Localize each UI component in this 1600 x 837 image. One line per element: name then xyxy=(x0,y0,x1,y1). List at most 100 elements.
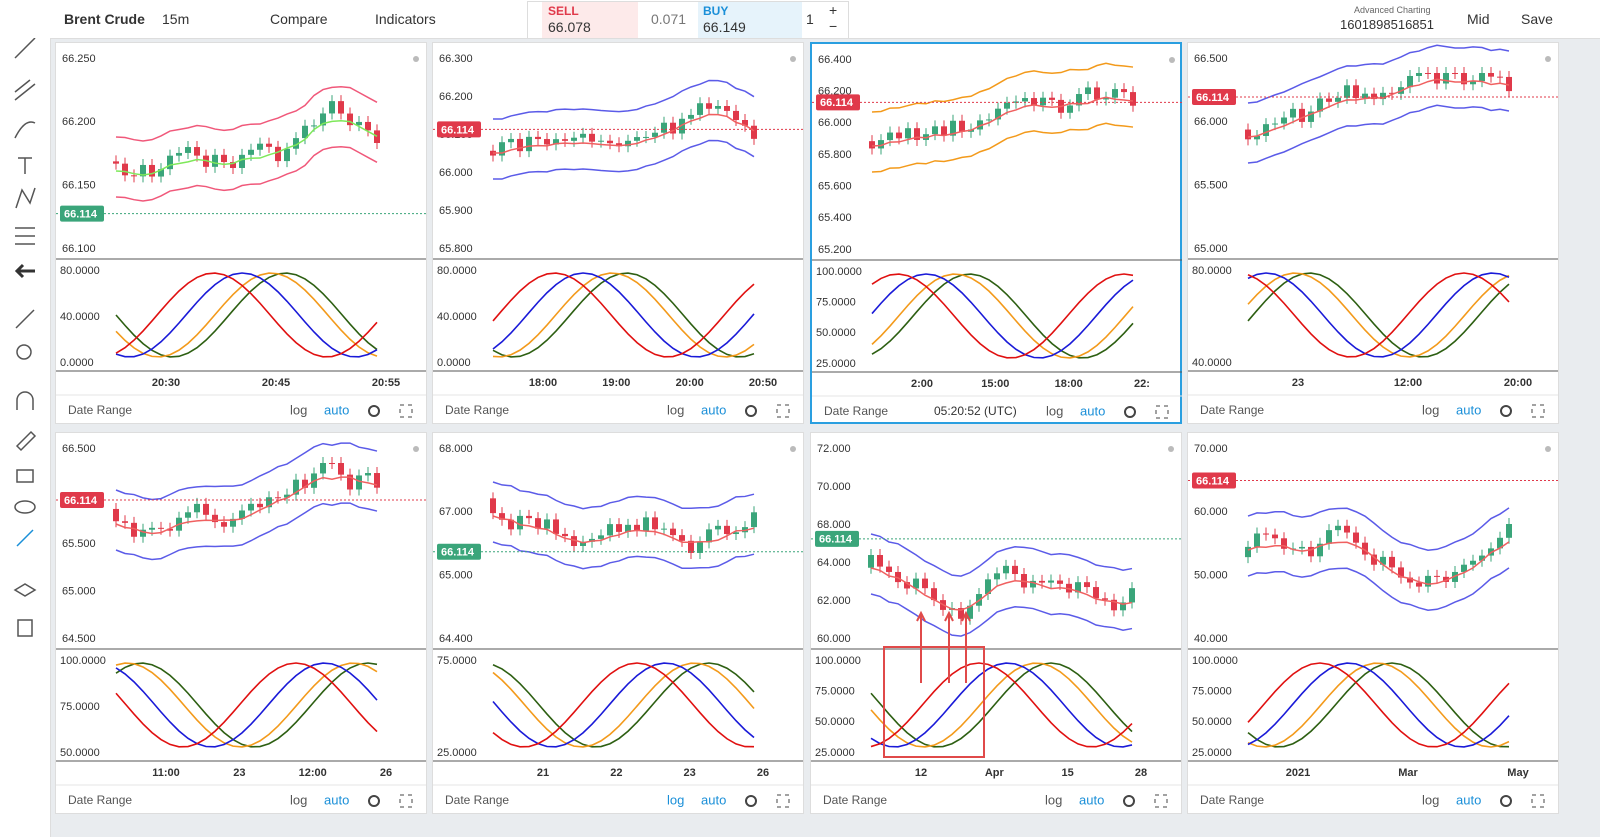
settings-icon[interactable] xyxy=(1123,795,1135,807)
chart-panel[interactable]: 66.500 66.000 65.500 65.000 66.114 80.0000 40.… xyxy=(1187,42,1559,424)
account-id[interactable]: 1601898516851 xyxy=(1340,17,1434,32)
line-tool[interactable] xyxy=(14,37,36,59)
fullscreen-icon[interactable] xyxy=(399,794,413,808)
pattern-tool[interactable] xyxy=(15,187,36,209)
save[interactable]: Save xyxy=(1521,11,1553,27)
settings-icon[interactable] xyxy=(1124,406,1136,418)
interval[interactable]: 15m xyxy=(162,11,190,27)
auto-toggle[interactable]: auto xyxy=(1456,402,1481,417)
candle xyxy=(212,154,218,167)
date-range[interactable]: Date Range xyxy=(1200,403,1264,417)
text-tool[interactable] xyxy=(18,157,32,174)
log-toggle[interactable]: log xyxy=(667,402,684,417)
zoom-tool[interactable] xyxy=(16,344,32,360)
auto-toggle[interactable]: auto xyxy=(1079,792,1104,807)
fullscreen-icon[interactable] xyxy=(1531,404,1545,418)
osc-tick: 40.0000 xyxy=(1192,357,1232,369)
candle xyxy=(904,582,910,589)
osc-blue xyxy=(1247,662,1510,748)
osc-blue xyxy=(115,662,378,748)
date-range[interactable]: Date Range xyxy=(68,403,132,417)
chart-panel[interactable]: 70.000 60.000 50.000 40.000 66.114 100.0000 75… xyxy=(1187,432,1559,814)
date-range[interactable]: Date Range xyxy=(824,404,888,418)
price-mode[interactable]: Mid xyxy=(1467,11,1490,27)
log-toggle[interactable]: log xyxy=(667,792,684,807)
log-toggle[interactable]: log xyxy=(1045,792,1062,807)
chart-panel[interactable]: 66.30066.20066.10066.00065.90065.80066.1… xyxy=(432,42,804,424)
symbol[interactable]: Brent Crude xyxy=(64,11,145,27)
candle xyxy=(905,128,911,139)
log-toggle[interactable]: log xyxy=(1422,792,1439,807)
chart-panel[interactable]: 68.000 67.000 65.000 64.400 66.114 75.0000 25.… xyxy=(432,432,804,814)
link-tool[interactable] xyxy=(16,529,34,547)
date-range[interactable]: Date Range xyxy=(68,793,132,807)
settings-icon[interactable] xyxy=(368,405,380,417)
fullscreen-icon[interactable] xyxy=(399,404,413,418)
candle xyxy=(562,533,568,537)
measure-tool[interactable] xyxy=(15,227,35,245)
candle xyxy=(1434,575,1440,577)
settings-icon[interactable] xyxy=(1500,405,1512,417)
price-label: 66.114 xyxy=(64,209,98,221)
candle xyxy=(113,508,119,522)
magnet-tool[interactable] xyxy=(16,391,34,410)
auto-toggle[interactable]: auto xyxy=(701,792,726,807)
candle xyxy=(914,128,920,140)
candle xyxy=(1022,98,1028,102)
chart-panel[interactable]: 66.400 66.200 66.000 65.800 65.600 65.400 65.2… xyxy=(810,42,1182,424)
date-range[interactable]: Date Range xyxy=(445,403,509,417)
candle xyxy=(230,162,236,168)
candle xyxy=(311,125,317,127)
fullscreen-icon[interactable] xyxy=(1531,794,1545,808)
candle xyxy=(140,529,146,537)
candle xyxy=(580,541,586,546)
auto-toggle[interactable]: auto xyxy=(701,402,726,417)
date-range[interactable]: Date Range xyxy=(823,793,887,807)
candle xyxy=(1308,546,1314,557)
chart-panel[interactable]: 66.250 66.200 66.150 66.100 66.114 80.0000 40.… xyxy=(55,42,427,424)
settings-icon[interactable] xyxy=(745,405,757,417)
sell-box[interactable] xyxy=(542,2,638,38)
back-tool[interactable] xyxy=(14,263,35,279)
lock-tool[interactable] xyxy=(16,469,34,483)
candle xyxy=(1479,73,1485,82)
candle xyxy=(598,535,604,539)
candle xyxy=(1506,76,1512,92)
buy-box[interactable] xyxy=(698,2,802,38)
auto-toggle[interactable]: auto xyxy=(324,792,349,807)
time-tick: 18:00 xyxy=(1055,378,1083,390)
fib-tool[interactable] xyxy=(14,79,36,101)
chart-panel[interactable]: 72.000 70.000 68.000 64.000 62.000 60.000 66.1… xyxy=(810,432,1182,814)
candle xyxy=(1407,75,1413,88)
eye-tool[interactable] xyxy=(14,500,36,514)
candle xyxy=(688,114,694,119)
brush-tool[interactable] xyxy=(14,121,36,139)
fullscreen-icon[interactable] xyxy=(1155,405,1169,419)
log-toggle[interactable]: log xyxy=(290,402,307,417)
auto-toggle[interactable]: auto xyxy=(1080,403,1105,418)
quantity[interactable]: 1 xyxy=(806,11,814,27)
ruler-tool[interactable] xyxy=(15,309,35,329)
auto-toggle[interactable]: auto xyxy=(1456,792,1481,807)
fullscreen-icon[interactable] xyxy=(776,794,790,808)
settings-icon[interactable] xyxy=(1500,795,1512,807)
lock-draw-tool[interactable] xyxy=(15,430,37,452)
fullscreen-icon[interactable] xyxy=(776,404,790,418)
trash-tool[interactable] xyxy=(17,619,33,637)
log-toggle[interactable]: log xyxy=(1422,402,1439,417)
chart-panel[interactable]: 66.50066.00065.50065.00064.50066.114100.… xyxy=(55,432,427,814)
auto-toggle[interactable]: auto xyxy=(324,402,349,417)
compare[interactable]: Compare xyxy=(270,11,328,27)
minus[interactable]: − xyxy=(829,18,838,34)
settings-icon[interactable] xyxy=(368,795,380,807)
plus[interactable]: + xyxy=(829,2,838,18)
log-toggle[interactable]: log xyxy=(1046,403,1063,418)
fullscreen-icon[interactable] xyxy=(1154,794,1168,808)
log-toggle[interactable]: log xyxy=(290,792,307,807)
date-range[interactable]: Date Range xyxy=(445,793,509,807)
settings-icon[interactable] xyxy=(745,795,757,807)
date-range[interactable]: Date Range xyxy=(1200,793,1264,807)
candle xyxy=(1299,108,1305,122)
layers-tool[interactable] xyxy=(13,583,37,597)
indicators[interactable]: Indicators xyxy=(375,11,436,27)
